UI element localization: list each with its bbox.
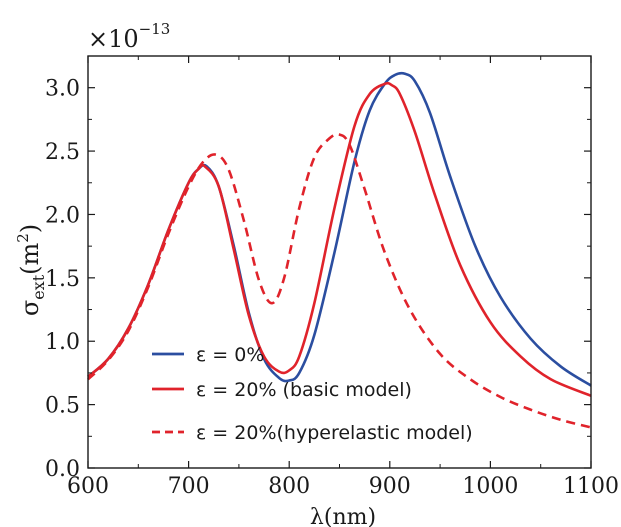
x-tick-label: 900 xyxy=(369,474,411,499)
plot-frame xyxy=(87,55,592,469)
y-tick-label: 0.0 xyxy=(45,457,80,482)
y-tick-label: 2.5 xyxy=(45,140,80,165)
x-axis-label: λ(nm) xyxy=(310,505,376,527)
y-axis-subscript: ext xyxy=(29,274,48,299)
y-tick-label: 3.0 xyxy=(45,77,80,102)
y-axis-symbol: σ xyxy=(16,300,44,316)
y-axis-unit-sup: 2 xyxy=(14,233,32,243)
series-layer xyxy=(87,71,592,429)
legend-label-series-0: ε = 0% xyxy=(196,344,264,366)
y-axis-unit-open: (m xyxy=(16,243,44,275)
multiplier-base: ×10 xyxy=(88,25,139,53)
tick-layer: 600 700 800 900 1000 1100 0.0 0.5 1.0 1.5 2.0 2.5 3.… xyxy=(45,56,619,499)
x-tick-label: 1000 xyxy=(462,474,518,499)
series-line-2 xyxy=(87,132,592,429)
multiplier-label: ×10−13 xyxy=(88,20,170,53)
x-tick-label: 1100 xyxy=(563,474,619,499)
y-tick-label: 0.5 xyxy=(45,394,80,419)
y-axis-label: σext(m2) xyxy=(14,224,48,316)
y-tick-label: 1.0 xyxy=(45,330,80,355)
legend-label-series-2: ε = 20%(hyperelastic model) xyxy=(196,422,473,444)
series-line-1 xyxy=(87,81,592,397)
legend: ε = 0% ε = 20% (basic model) ε = 20%(hyp… xyxy=(152,344,473,444)
x-tick-label: 700 xyxy=(168,474,210,499)
multiplier-exponent: −13 xyxy=(139,20,171,38)
x-tick-label: 600 xyxy=(67,474,109,499)
legend-label-series-1: ε = 20% (basic model) xyxy=(196,379,412,401)
y-axis-unit-close: ) xyxy=(16,224,44,233)
series-line-0 xyxy=(87,71,592,387)
y-tick-label: 2.0 xyxy=(45,203,80,228)
y-tick-label: 1.5 xyxy=(45,267,80,292)
x-tick-label: 800 xyxy=(268,474,310,499)
